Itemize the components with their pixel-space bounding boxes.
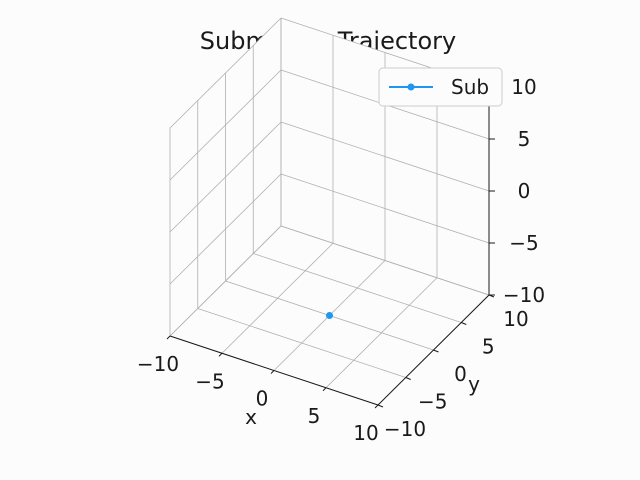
x-tick-mark: [218, 352, 223, 357]
x-tick-mark: [270, 370, 275, 374]
y-grid-line: [253, 253, 462, 323]
legend: Sub: [378, 67, 503, 107]
z-grid-line: [280, 121, 490, 192]
z-grid-line: [280, 225, 490, 296]
z-tick-label: −5: [509, 231, 538, 255]
legend-entry-label: Sub: [451, 75, 489, 99]
y-tick-mark: [377, 404, 384, 408]
y-axis-label: y: [468, 372, 480, 396]
z-grid-line: [169, 121, 282, 233]
z-tick-label: 10: [511, 75, 536, 99]
y-tick-labels: −10 −5 0 5 10: [384, 307, 529, 441]
z-grid-line: [169, 173, 282, 285]
x-tick-label: −10: [137, 352, 179, 376]
x-tick-label: 0: [256, 387, 269, 411]
y-tick-label: 5: [482, 335, 495, 359]
y-tick-label: −5: [418, 390, 447, 414]
y-tick-label: 0: [454, 362, 467, 386]
x-tick-mark: [374, 404, 379, 409]
legend-marker: [407, 83, 415, 91]
x-tick-label: −5: [195, 369, 224, 393]
x-tick-mark: [166, 335, 171, 340]
tick-marks: [166, 86, 495, 409]
y-grid-line: [197, 308, 406, 378]
z-tick-label: 0: [518, 179, 531, 203]
y-tick-mark: [405, 377, 411, 380]
x-tick-mark: [322, 387, 327, 392]
z-grid-line: [169, 69, 282, 181]
z-tick-label: −10: [503, 283, 545, 307]
data-point: [326, 312, 333, 319]
legend-frame: [378, 67, 503, 107]
z-grid-line: [280, 173, 490, 244]
y-tick-mark: [433, 349, 439, 353]
x-tick-label: 10: [353, 421, 378, 445]
y-tick-label: −10: [384, 417, 426, 441]
x-tick-labels: −10 −5 0 5 10: [137, 352, 379, 445]
z-tick-labels: −10 −5 0 5 10: [503, 75, 545, 307]
z-tick-label: 5: [518, 127, 531, 151]
data-points: [326, 312, 333, 319]
z-grid-line: [169, 225, 282, 337]
y-tick-label: 10: [503, 307, 528, 331]
z-grid-line: [169, 17, 282, 129]
x-axis-label: x: [245, 405, 257, 429]
y-tick-mark: [461, 322, 467, 325]
x-tick-label: 5: [308, 404, 321, 428]
